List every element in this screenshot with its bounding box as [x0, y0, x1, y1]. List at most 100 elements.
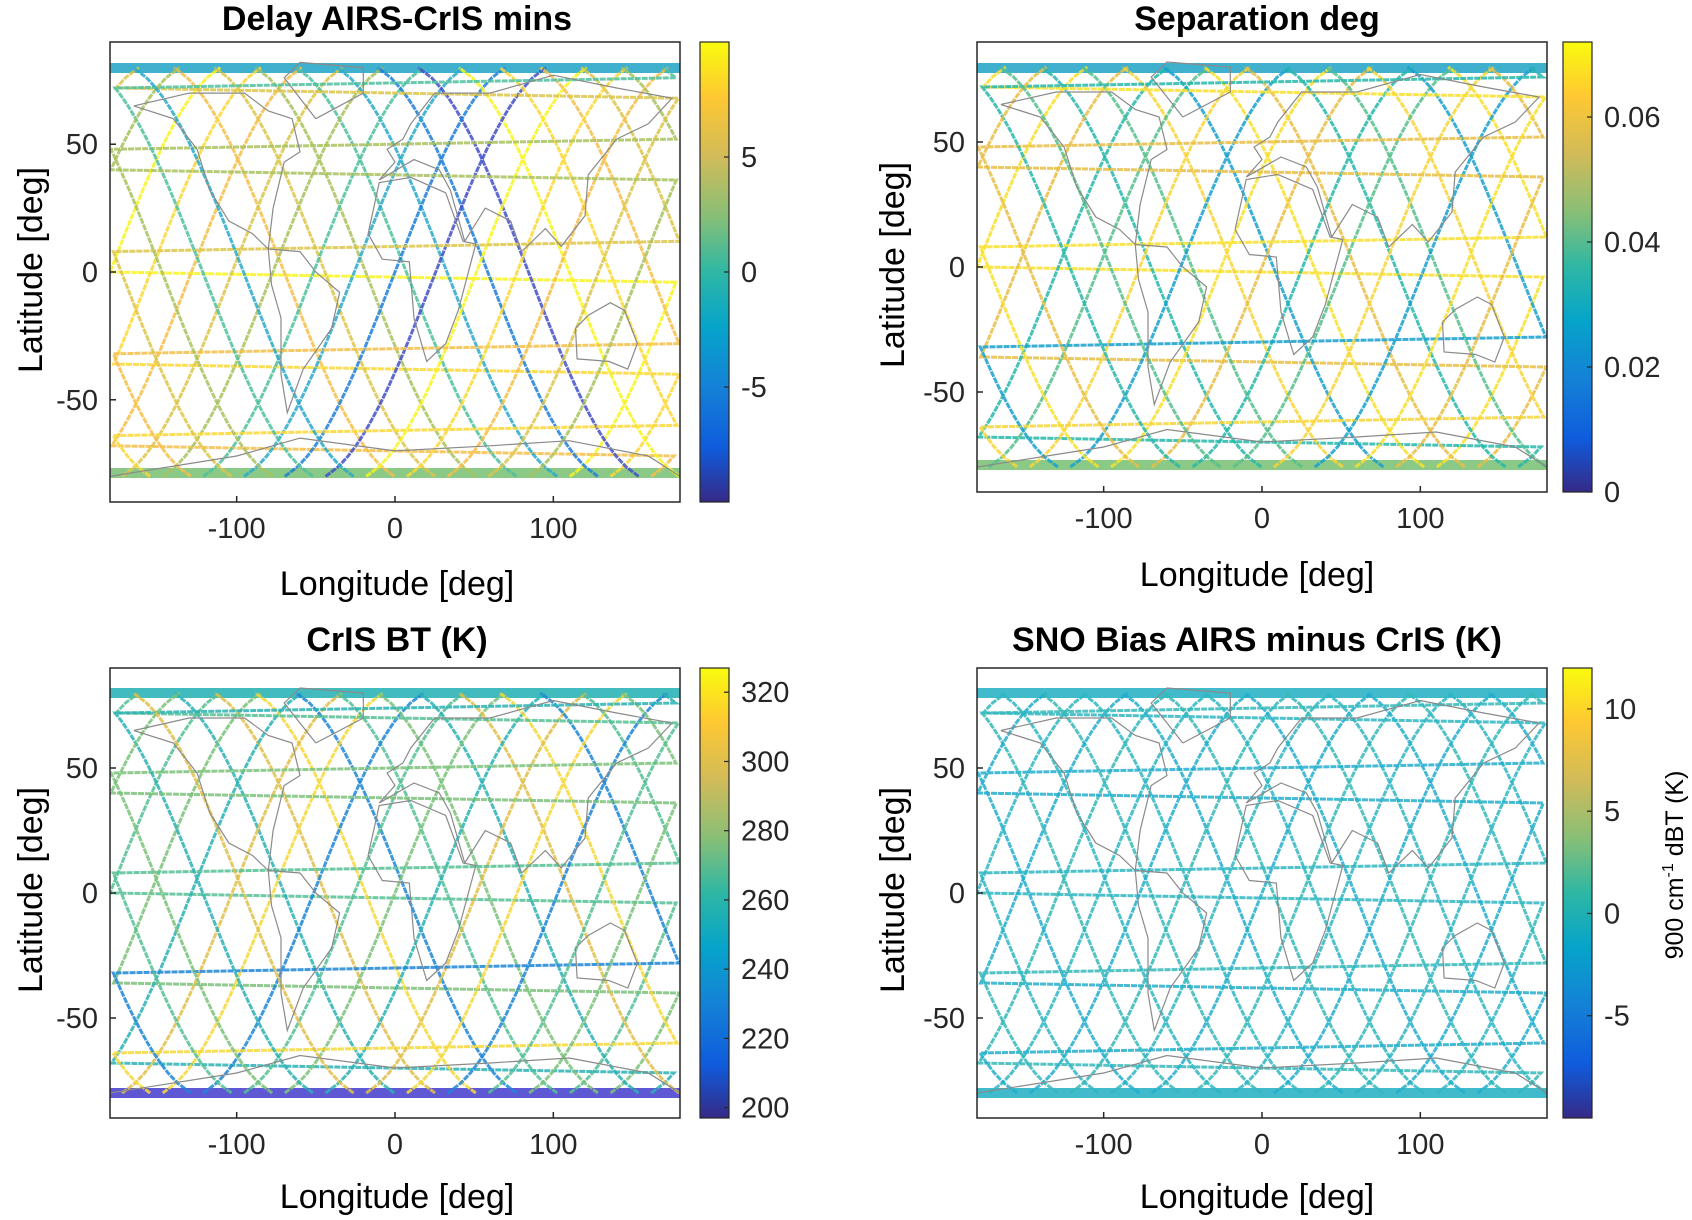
- y-axis-label: Latitude [deg]: [874, 787, 912, 993]
- orbit-track: [977, 65, 1546, 469]
- orbit-track: [1162, 691, 1385, 1095]
- orbit-track: [1232, 691, 1455, 1095]
- orbit-track: [977, 65, 1546, 469]
- coastline: [367, 176, 477, 363]
- panel-title: Delay AIRS-CrIS mins: [222, 0, 572, 38]
- colorbar-tick-label: 220: [741, 1023, 789, 1055]
- orbit-track: [111, 66, 680, 478]
- orbit-track: [110, 691, 678, 1095]
- orbit-track: [1273, 691, 1496, 1095]
- orbit-track: [1080, 65, 1303, 469]
- orbit-track: [979, 691, 1547, 1095]
- orbit-track: [110, 66, 679, 478]
- x-tick-label: -100: [1075, 1129, 1133, 1161]
- coastline: [1245, 699, 1541, 875]
- orbit-track: [446, 691, 669, 1095]
- orbit-track: [111, 66, 680, 478]
- colorbar-tick-label: -5: [1604, 1001, 1630, 1033]
- orbit-track: [977, 691, 1546, 1095]
- coastline: [283, 61, 364, 120]
- orbit-track: [112, 691, 680, 1095]
- orbit-track: [295, 691, 518, 1095]
- coastline: [977, 428, 1547, 468]
- orbit-track: [417, 66, 640, 478]
- orbit-track: [1243, 691, 1466, 1095]
- orbit-track: [110, 66, 679, 478]
- orbit-track: [110, 691, 680, 1095]
- orbit-track: [365, 66, 588, 478]
- orbit-track: [1110, 65, 1333, 469]
- x-tick-label: 100: [529, 513, 577, 545]
- panel-title: SNO Bias AIRS minus CrIS (K): [1012, 621, 1502, 659]
- coastline: [1134, 243, 1208, 407]
- coastline: [1134, 869, 1208, 1033]
- coastline: [110, 1054, 680, 1094]
- south-polar-band: [110, 1088, 680, 1098]
- orbit-track: [988, 65, 1211, 469]
- orbit-track: [1191, 691, 1414, 1095]
- orbit-track: [1162, 65, 1385, 469]
- south-polar-band: [977, 460, 1547, 470]
- y-tick-label: 0: [82, 878, 98, 910]
- coastline: [267, 869, 341, 1033]
- orbit-track: [121, 691, 344, 1095]
- orbit-track: [283, 691, 507, 1095]
- colorbar-tick-label: 240: [741, 954, 789, 986]
- y-tick-label: -50: [56, 1003, 98, 1035]
- colorbar-tick-label: 300: [741, 746, 789, 778]
- colorbar-tick-label: 0: [1604, 477, 1620, 509]
- orbit-track: [1284, 691, 1507, 1095]
- x-tick-label: 100: [1396, 503, 1444, 535]
- orbit-track: [979, 65, 1547, 469]
- colorbar: [699, 667, 730, 1119]
- orbit-track: [978, 691, 1547, 1095]
- orbit-track: [1313, 691, 1536, 1095]
- orbit-track: [111, 66, 680, 478]
- orbit-track: [1273, 65, 1496, 469]
- orbit-track: [988, 691, 1211, 1095]
- coastline: [267, 248, 341, 415]
- orbit-track: [999, 691, 1222, 1095]
- orbit-track: [406, 66, 629, 478]
- coastline: [1441, 922, 1505, 989]
- colorbar-tick-label: 0.02: [1604, 352, 1660, 384]
- colorbar-tick-label: 320: [741, 677, 789, 709]
- colorbar-tick-label: 200: [741, 1093, 789, 1125]
- x-tick-label: -100: [208, 1129, 266, 1161]
- orbit-track: [1202, 691, 1426, 1095]
- x-tick-label: 0: [1254, 1129, 1270, 1161]
- coastline: [367, 799, 477, 982]
- orbit-track: [365, 691, 588, 1095]
- x-axis-label: Longitude [deg]: [1140, 556, 1374, 594]
- coastline: [1245, 73, 1541, 249]
- colorbar-tick-label: 280: [741, 816, 789, 848]
- colorbar-label: 900 cm-1 dBT (K): [1660, 771, 1689, 960]
- orbit-track: [1028, 65, 1251, 469]
- coastline: [1150, 687, 1231, 744]
- orbit-track: [1150, 65, 1374, 469]
- orbit-track: [406, 691, 629, 1095]
- y-tick-label: -50: [923, 1003, 965, 1035]
- x-tick-label: -100: [208, 513, 266, 545]
- orbit-track: [978, 65, 1547, 469]
- coastline: [110, 437, 680, 477]
- coastline: [977, 1054, 1547, 1094]
- coastline: [1150, 61, 1231, 118]
- y-tick-label: 0: [949, 252, 965, 284]
- orbit-track: [978, 65, 1547, 469]
- orbit-track: [1191, 65, 1414, 469]
- orbit-track: [213, 691, 436, 1095]
- orbit-track: [1121, 65, 1344, 469]
- orbit-track: [977, 65, 1547, 469]
- orbit-track: [1325, 691, 1547, 1095]
- coastline: [1441, 296, 1505, 363]
- orbit-track: [110, 66, 678, 478]
- panel-title: CrIS BT (K): [306, 621, 487, 659]
- y-axis-label: Latitude [deg]: [12, 787, 50, 993]
- colorbar: [1562, 667, 1593, 1119]
- orbit-track: [121, 66, 344, 478]
- orbit-track: [173, 66, 396, 478]
- map-plot-area: -100 0 100 -50 0 50 0 0.02 0.04 0.06: [923, 41, 1660, 535]
- x-tick-label: 100: [1396, 1129, 1444, 1161]
- y-tick-label: 0: [949, 878, 965, 910]
